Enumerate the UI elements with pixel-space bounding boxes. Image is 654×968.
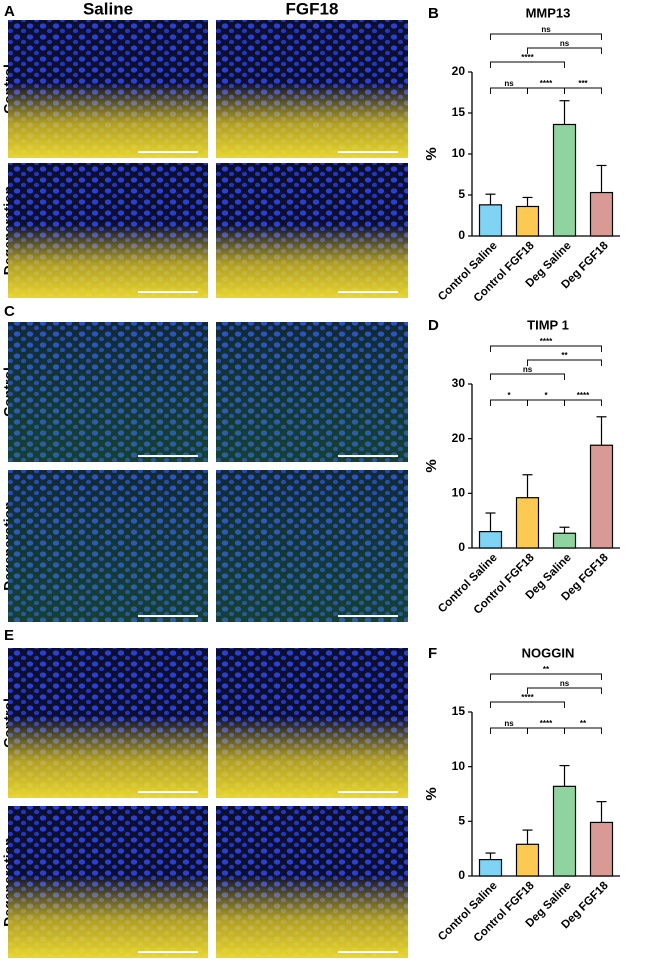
y-tick-label: 20 bbox=[452, 64, 466, 78]
stain-overlay bbox=[216, 322, 408, 462]
significance-label: **** bbox=[521, 53, 534, 62]
significance-label: **** bbox=[540, 337, 553, 346]
chart-title: MMP13 bbox=[526, 5, 571, 20]
significance-label: ** bbox=[561, 351, 568, 360]
bar bbox=[589, 444, 614, 549]
stain-overlay bbox=[8, 470, 208, 622]
stain-overlay bbox=[8, 163, 208, 298]
stain-overlay bbox=[8, 806, 208, 958]
y-tick-label: 15 bbox=[452, 105, 466, 119]
significance-bracket bbox=[564, 399, 602, 406]
column-label: FGF18 bbox=[286, 0, 339, 18]
panel-label: C bbox=[4, 303, 15, 320]
panel-label: D bbox=[428, 317, 439, 334]
significance-label: ** bbox=[580, 719, 587, 728]
significance-bracket bbox=[490, 87, 528, 94]
y-tick-label: 30 bbox=[452, 376, 466, 390]
significance-label: **** bbox=[521, 693, 534, 702]
panel-label: E bbox=[4, 627, 14, 644]
significance-bracket bbox=[564, 87, 602, 94]
bar bbox=[589, 191, 614, 237]
bar bbox=[589, 821, 614, 877]
significance-bracket bbox=[490, 399, 528, 406]
stain-overlay bbox=[216, 470, 408, 622]
significance-bracket bbox=[527, 727, 565, 734]
panel-label: F bbox=[428, 645, 437, 662]
stain-overlay bbox=[216, 163, 408, 298]
y-tick-label: 0 bbox=[458, 868, 465, 882]
y-axis-label: % bbox=[423, 459, 440, 472]
stain-overlay bbox=[8, 20, 208, 158]
y-tick-label: 0 bbox=[458, 228, 465, 242]
y-tick-label: 10 bbox=[452, 486, 466, 500]
significance-label: ns bbox=[560, 39, 570, 48]
significance-bracket bbox=[490, 373, 565, 380]
panel-label: A bbox=[4, 3, 15, 20]
y-axis-label: % bbox=[423, 147, 440, 160]
y-tick-label: 10 bbox=[452, 759, 466, 773]
bar bbox=[515, 205, 540, 237]
significance-bracket bbox=[564, 727, 602, 734]
significance-bracket bbox=[527, 687, 602, 694]
bar bbox=[478, 204, 503, 237]
significance-bracket bbox=[527, 87, 565, 94]
significance-label: * bbox=[507, 391, 511, 400]
significance-label: ** bbox=[543, 665, 550, 674]
y-axis-label: % bbox=[423, 787, 440, 800]
significance-label: **** bbox=[540, 79, 553, 88]
bar bbox=[478, 530, 503, 549]
significance-label: **** bbox=[540, 719, 553, 728]
significance-label: * bbox=[544, 391, 548, 400]
significance-bracket bbox=[490, 701, 565, 708]
stain-overlay bbox=[8, 322, 208, 462]
panel-label: B bbox=[428, 5, 439, 22]
column-label: Saline bbox=[83, 0, 133, 18]
significance-label: ns bbox=[504, 79, 514, 88]
significance-bracket bbox=[527, 359, 602, 366]
stain-overlay bbox=[216, 648, 408, 798]
y-tick-label: 20 bbox=[452, 431, 466, 445]
y-tick-label: 5 bbox=[458, 814, 465, 828]
stain-overlay bbox=[8, 648, 208, 798]
bar bbox=[515, 497, 540, 549]
significance-label: ns bbox=[541, 25, 551, 34]
significance-bracket bbox=[490, 33, 602, 40]
y-tick-label: 10 bbox=[452, 146, 466, 160]
significance-bracket bbox=[527, 47, 602, 54]
bar bbox=[552, 532, 577, 549]
stain-overlay bbox=[216, 20, 408, 158]
bar bbox=[552, 123, 577, 237]
significance-label: ns bbox=[560, 679, 570, 688]
chart-title: NOGGIN bbox=[522, 645, 575, 660]
y-tick-label: 0 bbox=[458, 540, 465, 554]
bar bbox=[515, 843, 540, 877]
y-tick-label: 5 bbox=[458, 187, 465, 201]
bar bbox=[552, 785, 577, 877]
significance-label: ns bbox=[504, 719, 514, 728]
significance-bracket bbox=[490, 727, 528, 734]
stain-overlay bbox=[216, 806, 408, 958]
significance-label: ns bbox=[523, 365, 533, 374]
bar bbox=[478, 858, 503, 877]
significance-bracket bbox=[527, 399, 565, 406]
significance-bracket bbox=[490, 673, 602, 680]
significance-label: **** bbox=[577, 391, 590, 400]
significance-label: *** bbox=[578, 79, 588, 88]
y-tick-label: 15 bbox=[452, 704, 466, 718]
chart-title: TIMP 1 bbox=[527, 317, 569, 332]
significance-bracket bbox=[490, 61, 565, 68]
significance-bracket bbox=[490, 345, 602, 352]
